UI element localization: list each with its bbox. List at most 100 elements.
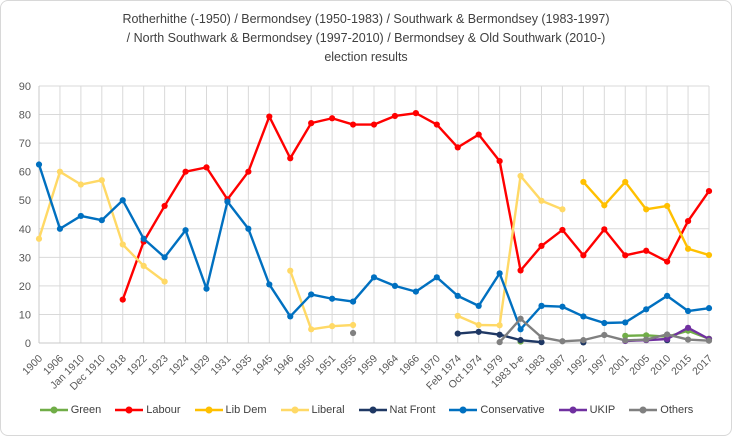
x-tick-label: 1931 bbox=[209, 353, 234, 378]
series-point-liberal bbox=[140, 262, 147, 269]
series-point-lib-dem bbox=[601, 202, 608, 209]
series-point-others bbox=[622, 337, 629, 344]
series-point-others bbox=[643, 336, 650, 343]
series-point-liberal bbox=[559, 206, 566, 213]
series-point-conservative bbox=[182, 227, 189, 234]
series-point-others bbox=[496, 339, 503, 346]
x-tick-label: 1935 bbox=[229, 353, 254, 378]
series-point-lib-dem bbox=[705, 251, 713, 259]
legend-marker-conservative-icon bbox=[449, 406, 478, 414]
x-tick-label: 1966 bbox=[397, 353, 422, 378]
series-point-others bbox=[349, 329, 357, 337]
series-point-conservative bbox=[391, 282, 399, 289]
series-point-green bbox=[622, 332, 629, 339]
series-point-nat-front bbox=[496, 331, 503, 338]
y-tick-label: 40 bbox=[19, 224, 31, 236]
x-tick-label: 2001 bbox=[606, 353, 631, 378]
series-point-labour bbox=[684, 217, 692, 225]
x-tick-label: 1929 bbox=[188, 353, 213, 378]
series-point-labour bbox=[119, 296, 126, 303]
legend-marker-liberal-icon bbox=[280, 406, 309, 414]
series-point-conservative bbox=[140, 235, 147, 242]
x-tick-label: 1922 bbox=[125, 353, 150, 378]
legend-marker-ukip-icon bbox=[558, 406, 587, 414]
series-point-lib-dem bbox=[622, 178, 629, 186]
series-point-lib-dem bbox=[580, 178, 587, 186]
series-point-conservative bbox=[266, 281, 273, 288]
chart-title-line-1: Rotherhithe (-1950) / Bermondsey (1950-1… bbox=[122, 12, 610, 26]
x-tick-label: 1924 bbox=[167, 353, 192, 378]
series-point-ukip bbox=[684, 324, 692, 331]
legend-item-ukip: UKIP bbox=[558, 404, 615, 416]
legend-item-green: Green bbox=[39, 404, 101, 416]
series-point-conservative bbox=[77, 212, 84, 220]
series-point-labour bbox=[161, 202, 168, 210]
series-point-liberal bbox=[349, 321, 357, 329]
series-point-conservative bbox=[475, 302, 482, 309]
series-point-liberal bbox=[496, 322, 503, 329]
y-tick-label: 20 bbox=[19, 281, 31, 293]
series-point-conservative bbox=[559, 303, 566, 310]
series-point-labour bbox=[287, 155, 294, 162]
legend-marker-nat-front-icon bbox=[358, 406, 387, 414]
legend-label-lib-dem: Lib Dem bbox=[225, 404, 267, 416]
series-point-others bbox=[580, 337, 587, 344]
legend-dot bbox=[50, 406, 58, 414]
y-tick-label: 90 bbox=[19, 81, 31, 93]
series-point-labour bbox=[496, 158, 503, 165]
x-tick-label: 2017 bbox=[690, 353, 715, 378]
series-point-conservative bbox=[245, 225, 252, 232]
series-point-conservative bbox=[349, 298, 357, 305]
legend-dot bbox=[291, 406, 298, 414]
series-point-liberal bbox=[98, 177, 105, 184]
series-point-labour bbox=[245, 168, 252, 175]
series-point-conservative bbox=[601, 319, 608, 327]
series-point-conservative bbox=[643, 306, 650, 313]
x-tick-label: 2010 bbox=[648, 353, 673, 378]
y-tick-label: 70 bbox=[19, 138, 31, 150]
series-point-lib-dem bbox=[664, 202, 671, 210]
series-point-others bbox=[705, 337, 713, 344]
series-point-conservative bbox=[287, 313, 294, 320]
legend-dot bbox=[639, 406, 647, 414]
x-tick-label: 1997 bbox=[585, 353, 610, 378]
series-point-others bbox=[664, 331, 671, 338]
x-tick-label: 1923 bbox=[146, 353, 171, 378]
chart-title-line-3: election results bbox=[324, 50, 408, 64]
series-point-conservative bbox=[622, 319, 629, 326]
series-point-labour bbox=[664, 258, 671, 265]
series-point-labour bbox=[559, 226, 566, 234]
series-point-liberal bbox=[517, 172, 524, 180]
y-tick-label: 80 bbox=[19, 110, 31, 122]
series-point-labour bbox=[412, 110, 419, 117]
y-tick-label: 30 bbox=[19, 252, 31, 264]
series-point-labour bbox=[266, 113, 273, 120]
series-point-labour bbox=[203, 164, 210, 171]
series-point-labour bbox=[580, 252, 587, 259]
legend-marker-labour-icon bbox=[115, 406, 144, 414]
series-point-conservative bbox=[412, 288, 419, 295]
series-point-labour bbox=[517, 267, 524, 274]
series-point-nat-front bbox=[538, 339, 545, 346]
y-tick-label: 10 bbox=[19, 309, 31, 321]
chart-title: Rotherhithe (-1950) / Bermondsey (1950-1… bbox=[1, 10, 731, 67]
series-point-labour bbox=[370, 121, 378, 128]
series-point-liberal bbox=[56, 168, 64, 175]
series-point-green bbox=[643, 332, 650, 339]
legend-label-nat-front: Nat Front bbox=[389, 404, 436, 416]
series-point-others bbox=[517, 315, 524, 322]
series-point-liberal bbox=[538, 197, 545, 204]
series-point-labour bbox=[454, 144, 461, 151]
series-line-liberal bbox=[289, 269, 355, 331]
series-point-nat-front bbox=[517, 337, 524, 344]
series-point-labour bbox=[308, 120, 315, 127]
series-point-labour bbox=[705, 187, 713, 195]
legend-marker-lib-dem-icon bbox=[194, 406, 223, 414]
series-point-others bbox=[601, 331, 608, 339]
legend-item-liberal: Liberal bbox=[280, 404, 345, 416]
series-point-conservative bbox=[370, 274, 378, 281]
chart-title-line-2: / North Southwark & Bermondsey (1997-201… bbox=[126, 31, 606, 45]
x-tick-label: 1959 bbox=[355, 353, 380, 378]
series-point-labour bbox=[182, 168, 189, 175]
series-point-labour bbox=[433, 121, 440, 128]
